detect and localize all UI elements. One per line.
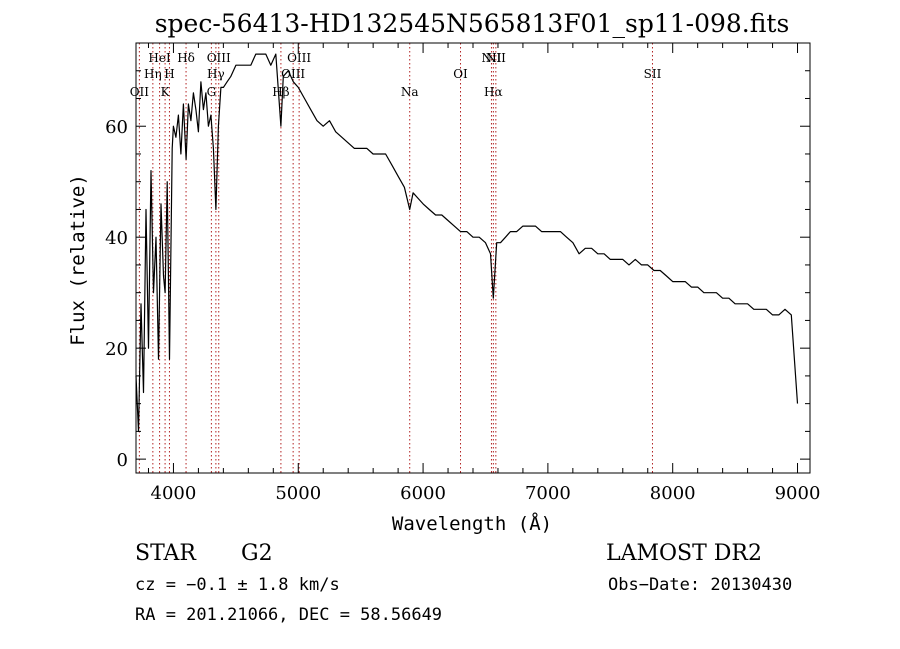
x-tick-label: 8000	[650, 483, 696, 504]
chart-title: spec-56413-HD132545N565813F01_sp11-098.f…	[155, 9, 790, 38]
object-class: STAR	[135, 541, 197, 566]
line-marker-label: K	[161, 85, 171, 99]
line-marker-label: NII	[481, 51, 501, 65]
line-marker-label: Na	[401, 85, 419, 99]
line-marker-label: OIII	[281, 67, 305, 81]
object-subclass: G2	[241, 541, 273, 566]
line-marker-label: OIII	[287, 51, 311, 65]
line-marker-label: G	[207, 85, 217, 99]
coordinates: RA = 201.21066, DEC = 58.56649	[135, 605, 442, 625]
survey-name: LAMOST DR2	[606, 541, 762, 566]
line-marker-label: OI	[453, 67, 468, 81]
y-axis-label: Flux (relative)	[67, 174, 89, 346]
y-tick-label: 0	[117, 450, 128, 471]
line-marker-label: NII	[486, 51, 506, 65]
spectrum-line	[135, 53, 799, 432]
line-marker-label: HeI	[148, 51, 171, 65]
line-marker-label: Hδ	[177, 51, 195, 65]
line-marker-label: SII	[644, 67, 662, 81]
y-tick-label: 40	[105, 228, 128, 249]
line-marker-label: Hβ	[272, 85, 289, 99]
line-marker-label: OII	[130, 85, 150, 99]
line-marker-label: H	[164, 67, 174, 81]
line-marker-label: OIII	[207, 51, 231, 65]
line-marker-label: Hη	[144, 67, 162, 81]
y-tick-label: 60	[105, 117, 128, 138]
plot-frame	[135, 42, 811, 474]
x-axis-label: Wavelength (Å)	[392, 512, 552, 535]
x-tick-label: 6000	[400, 483, 446, 504]
x-tick-label: 5000	[275, 483, 321, 504]
line-marker-label: Hγ	[207, 67, 225, 81]
x-tick-label: 7000	[525, 483, 571, 504]
observation-date: Obs−Date: 20130430	[608, 575, 792, 595]
y-tick-label: 20	[105, 339, 128, 360]
line-marker-label: Hα	[484, 85, 503, 99]
redshift-cz: cz = −0.1 ± 1.8 km/s	[135, 575, 340, 595]
x-tick-label: 9000	[775, 483, 821, 504]
x-tick-label: 4000	[151, 483, 197, 504]
